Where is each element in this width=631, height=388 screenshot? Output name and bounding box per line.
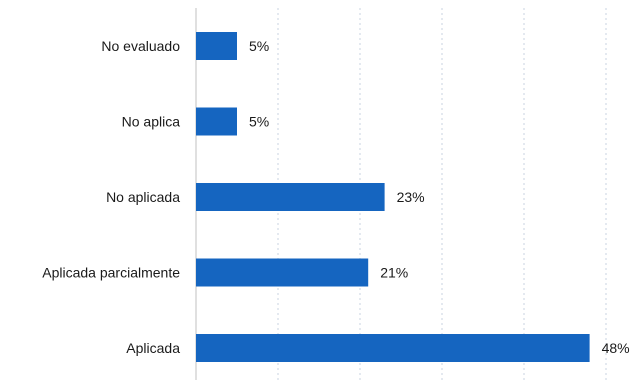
category-label: No evaluado <box>101 38 180 54</box>
category-label: Aplicada parcialmente <box>42 265 180 281</box>
data-label: 5% <box>249 114 269 130</box>
data-label: 48% <box>602 340 630 356</box>
bar <box>196 107 237 136</box>
bar <box>196 258 369 287</box>
category-label: No aplicada <box>106 189 180 205</box>
bar <box>196 334 590 362</box>
category-labels: No evaluado No aplica No aplicada Aplicada … <box>42 38 180 356</box>
category-label: No aplica <box>122 114 181 130</box>
data-labels: 5% 5% 23% 21% 48% <box>249 38 630 356</box>
bar <box>196 32 237 60</box>
category-label: Aplicada <box>126 340 180 356</box>
bar <box>196 183 385 211</box>
data-label: 21% <box>380 265 408 281</box>
chart-gridlines <box>277 8 607 380</box>
data-label: 5% <box>249 38 269 54</box>
data-label: 23% <box>397 189 425 205</box>
chart-bars <box>196 32 590 362</box>
